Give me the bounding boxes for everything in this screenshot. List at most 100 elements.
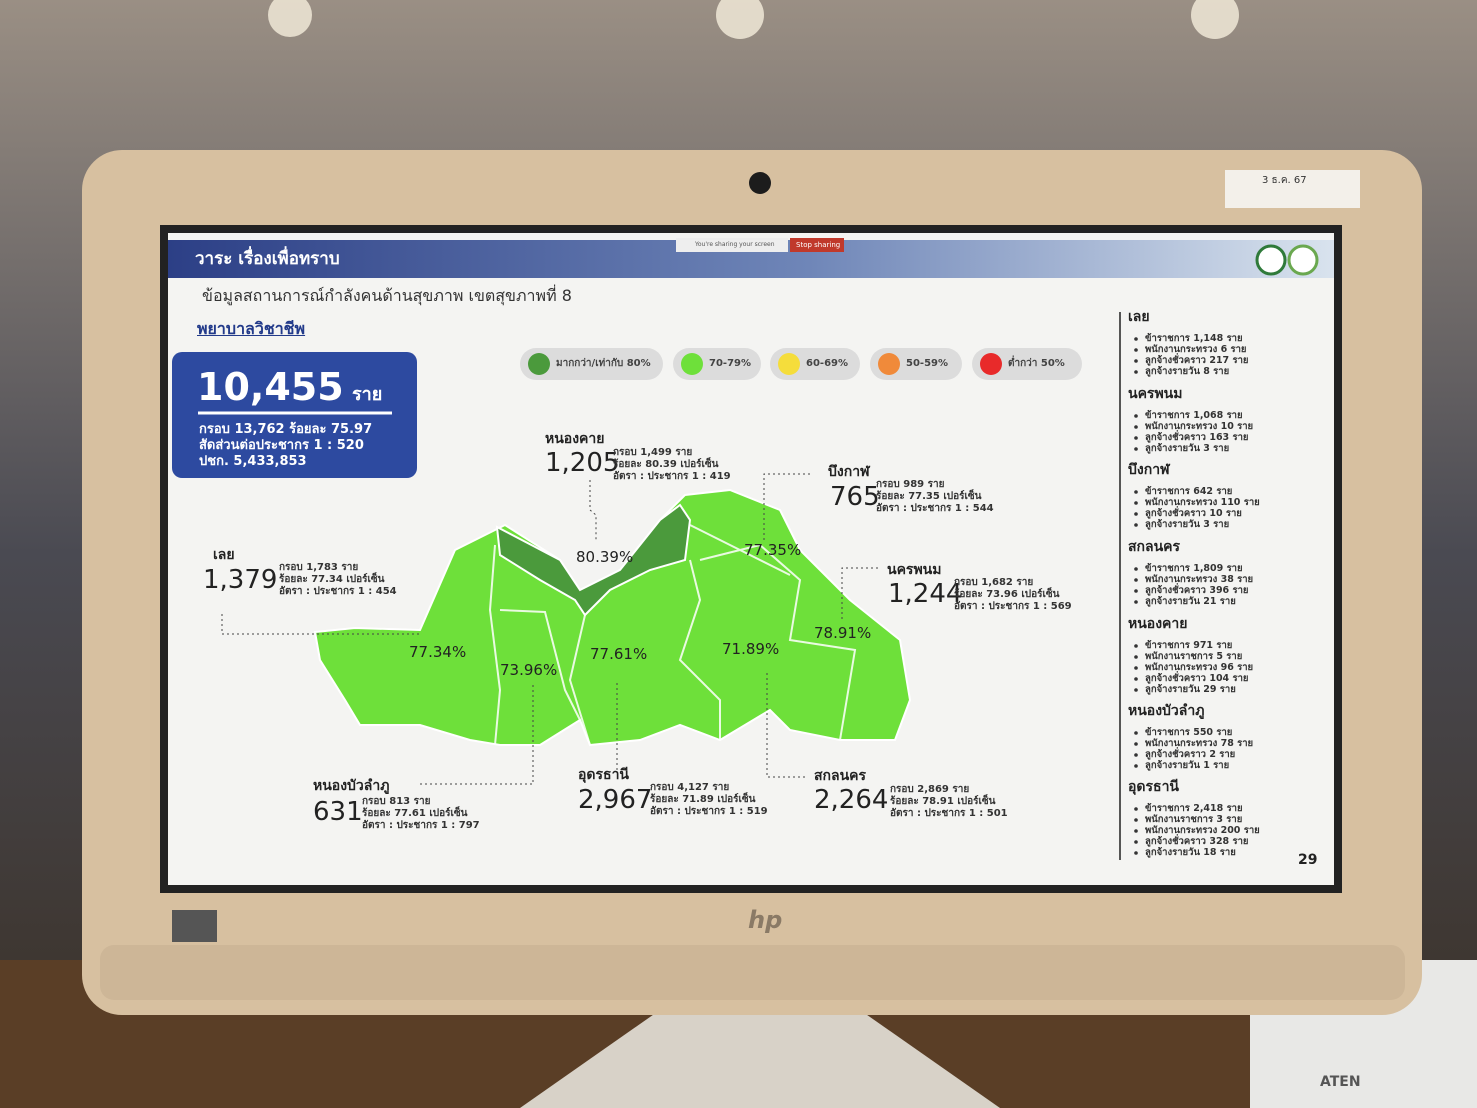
share-banner [676,238,788,252]
sidebar-province: หนองบัวลำภู [1128,703,1205,719]
summary-line: สัดส่วนต่อประชากร 1 : 520 [199,438,364,453]
map-percent: 77.35% [744,541,802,559]
sidebar-item: ลูกจ้างรายวัน 18 ราย [1145,847,1236,858]
sticker [1225,170,1360,208]
summary-unit: ราย [352,384,383,405]
sidebar-item: พนักงานกระทรวง 96 ราย [1145,662,1254,673]
sticker-text: 3 ธ.ค. 67 [1262,175,1307,186]
province-name: นครพนม [887,562,942,578]
sidebar-province: อุดรธานี [1128,779,1179,795]
sidebar-item: พนักงานกระทรวง 38 ราย [1145,574,1254,585]
sidebar-item: ลูกจ้างชั่วคราว 217 ราย [1145,355,1249,366]
legend-swatch [528,353,550,375]
bullet [1134,600,1138,604]
province-count: 1,244 [888,579,963,609]
province-detail: กรอบ 1,499 ราย [613,447,693,458]
province-count: 631 [313,797,363,827]
bullet [1134,688,1138,692]
map-percent: 78.91% [814,624,872,642]
bullet [1134,337,1138,341]
bullet [1134,523,1138,527]
bullet [1134,753,1138,757]
province-name: อุดรธานี [578,767,629,783]
sidebar-province: นครพนม [1128,386,1183,402]
ceiling-light [1191,0,1239,39]
province-name: สกลนคร [814,768,867,784]
bullet [1134,447,1138,451]
province-detail: ร้อยละ 80.39 เปอร์เซ็น [613,459,719,470]
sidebar-province: เลย [1128,309,1150,325]
province-nongkhai [495,503,692,617]
section-label: พยาบาลวิชาชีพ [197,319,306,338]
province-detail: อัตรา : ประชากร 1 : 797 [362,820,480,831]
province-count: 1,205 [545,448,620,478]
province-detail: กรอบ 1,682 ราย [954,577,1034,588]
bullet [1134,655,1138,659]
province-detail: ร้อยละ 77.61 เปอร์เซ็น [362,808,468,819]
map [221,473,912,785]
sidebar-item: ลูกจ้างชั่วคราว 328 ราย [1145,836,1249,847]
bullet [1134,348,1138,352]
province-detail: ร้อยละ 71.89 เปอร์เซ็น [650,794,756,805]
ceiling-light [268,0,312,37]
legend-label: ต่ำกว่า 50% [1008,358,1065,369]
sidebar-item: พนักงานกระทรวง 200 ราย [1145,825,1260,836]
bullet [1134,436,1138,440]
province-count: 765 [830,482,880,512]
province-detail: อัตรา : ประชากร 1 : 544 [876,503,994,514]
map-percent: 73.96% [500,661,558,679]
sidebar-item: ข้าราชการ 1,809 ราย [1145,563,1243,574]
summary-box [172,352,417,478]
province-detail: กรอบ 2,869 ราย [890,784,970,795]
ceiling-light [716,0,764,39]
bullet [1134,677,1138,681]
bullet [1134,644,1138,648]
device-label: ATEN [1320,1074,1361,1090]
province-detail: อัตรา : ประชากร 1 : 419 [613,471,731,482]
province-name: หนองคาย [545,431,605,447]
sidebar-item: ข้าราชการ 642 ราย [1145,486,1233,497]
bullet [1134,589,1138,593]
province-name: บึงกาฬ [828,464,870,480]
province-detail: อัตรา : ประชากร 1 : 519 [650,806,768,817]
province-detail: กรอบ 4,127 ราย [650,782,730,793]
province-detail: อัตรา : ประชากร 1 : 569 [954,601,1072,612]
stop-sharing[interactable]: Stop sharing [796,241,841,249]
province-detail: ร้อยละ 77.35 เปอร์เซ็น [876,491,982,502]
bullet [1134,512,1138,516]
bullet [1134,764,1138,768]
sidebar-item: พนักงานกระทรวง 78 ราย [1145,738,1254,749]
legend-swatch [878,353,900,375]
province-count: 1,379 [203,565,278,595]
sidebar-item: ลูกจ้างรายวัน 21 ราย [1145,596,1236,607]
stand [520,1010,1000,1108]
province-borders [488,524,857,746]
legend-pill [520,348,663,380]
legend-swatch [980,353,1002,375]
bullet [1134,829,1138,833]
speaker-grill [100,945,1405,1000]
bullet [1134,501,1138,505]
stop-sharing-button[interactable] [790,238,844,252]
province-detail: ร้อยละ 78.91 เปอร์เซ็น [890,796,996,807]
sidebar-item: พนักงานกระทรวง 10 ราย [1145,421,1254,432]
legend-label: มากกว่า/เท่ากับ 80% [556,358,651,369]
bullet [1134,425,1138,429]
intel-badge [172,910,217,942]
province-count: 2,264 [814,785,889,815]
sidebar-item: ลูกจ้างรายวัน 3 ราย [1145,443,1230,454]
bullet [1134,567,1138,571]
logo [1255,244,1287,276]
map-percent: 77.34% [409,643,467,661]
sidebar-item: พนักงานราชการ 5 ราย [1145,651,1243,662]
legend-label: 70-79% [709,358,752,369]
sidebar-province: หนองคาย [1128,616,1188,632]
sidebar-item: พนักงานราชการ 3 ราย [1145,814,1243,825]
bullet [1134,818,1138,822]
region-map [313,488,912,747]
leader-lines [221,473,878,785]
province-name: หนองบัวลำภู [313,778,390,794]
legend-swatch [681,353,703,375]
bullet [1134,578,1138,582]
